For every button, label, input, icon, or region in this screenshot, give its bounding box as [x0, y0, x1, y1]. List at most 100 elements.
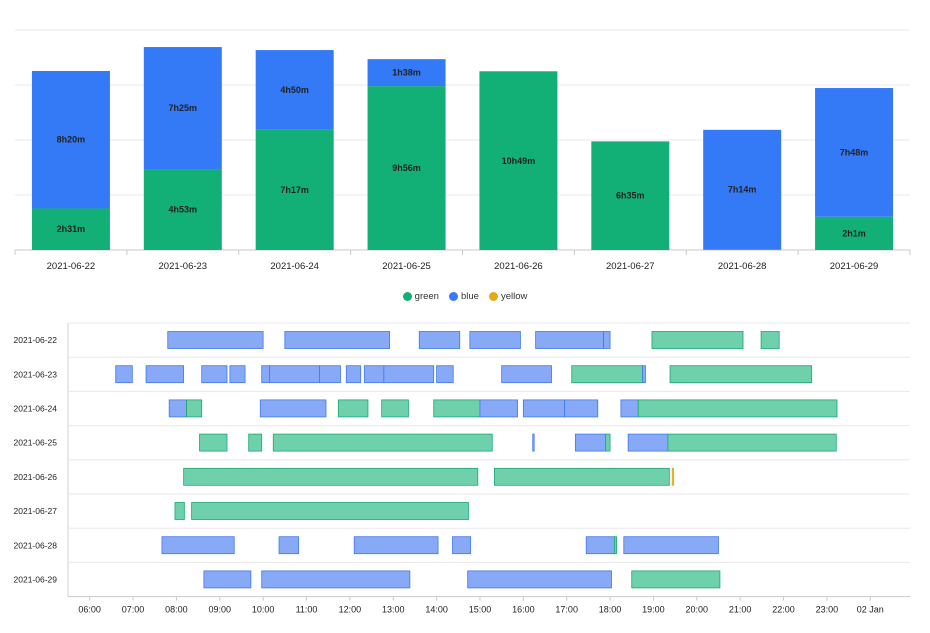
timeline-segment-green[interactable] — [667, 433, 837, 452]
x-tick-label: 08:00 — [165, 605, 188, 615]
row-label: 2021-06-27 — [14, 506, 58, 516]
timeline-segment-green[interactable] — [186, 399, 203, 418]
timeline-segment-yellow[interactable] — [671, 467, 675, 486]
timeline-segment-blue[interactable] — [642, 365, 646, 384]
bar-blue[interactable] — [143, 47, 222, 170]
bar-green[interactable] — [255, 129, 334, 250]
timeline-segment-blue[interactable] — [168, 399, 187, 418]
row-label: 2021-06-23 — [14, 369, 58, 379]
timeline-segment-green[interactable] — [272, 433, 493, 452]
legend-label: green — [414, 290, 439, 302]
timeline-segment-blue[interactable] — [201, 365, 228, 384]
timeline-segment-blue[interactable] — [436, 365, 454, 384]
timeline-segment-blue[interactable] — [627, 433, 669, 452]
timeline-segment-blue[interactable] — [623, 536, 719, 555]
timeline-segment-blue[interactable] — [269, 365, 320, 384]
x-tick-label: 21:00 — [729, 605, 752, 615]
timeline-segment-blue[interactable] — [620, 399, 639, 418]
timeline-segment-blue[interactable] — [452, 536, 471, 555]
timeline-segment-blue[interactable] — [418, 331, 461, 349]
x-tick-label: 10:00 — [252, 605, 275, 615]
legend-swatch — [448, 291, 458, 301]
bar-blue[interactable] — [703, 129, 782, 250]
timeline-segment-green[interactable] — [191, 502, 469, 520]
timeline-segment-blue[interactable] — [345, 365, 362, 384]
timeline-segment-blue[interactable] — [585, 536, 615, 555]
bar-data-label: 9h56m — [392, 163, 421, 173]
x-tick-label: 20:00 — [686, 605, 709, 615]
timeline-segment-blue[interactable] — [167, 331, 264, 349]
bar-blue[interactable] — [367, 59, 446, 87]
bar-green[interactable] — [703, 249, 782, 250]
timeline-segment-blue[interactable] — [145, 365, 185, 384]
bar-green[interactable] — [815, 216, 894, 250]
timeline-segment-green[interactable] — [174, 502, 185, 520]
x-tick-label: 23:00 — [816, 605, 839, 615]
timeline-segment-green[interactable] — [433, 399, 481, 418]
bar-data-label: 2h1m — [842, 228, 866, 238]
bar-green[interactable] — [479, 71, 558, 251]
bar-data-label: 7h17m — [280, 185, 309, 195]
bar-blue[interactable] — [255, 50, 334, 130]
timeline-segment-green[interactable] — [631, 570, 721, 589]
row-label: 2021-06-22 — [14, 335, 58, 345]
timeline-segment-blue[interactable] — [115, 365, 133, 384]
timeline-segment-blue[interactable] — [574, 433, 607, 452]
legend-item-yellow[interactable]: yellow — [488, 291, 527, 302]
timeline-segment-blue[interactable] — [203, 570, 252, 589]
timeline-segment-blue[interactable] — [469, 331, 521, 349]
timeline-segment-blue[interactable] — [535, 331, 604, 349]
timeline-segment-green[interactable] — [669, 365, 813, 384]
x-tick-label: 07:00 — [122, 605, 145, 615]
timeline-segment-blue[interactable] — [564, 399, 599, 418]
timeline-segment-green[interactable] — [760, 331, 780, 349]
legend-label: blue — [460, 290, 479, 302]
legend-swatch — [402, 291, 412, 301]
x-tick-label: 2021-06-22 — [47, 261, 96, 272]
timeline-segment-blue[interactable] — [603, 331, 611, 349]
x-tick-label: 2021-06-25 — [382, 261, 431, 272]
timeline-segment-green[interactable] — [494, 467, 670, 486]
bar-yellow[interactable] — [479, 70, 558, 72]
timeline-segment-blue[interactable] — [383, 365, 435, 384]
timeline-segment-green[interactable] — [637, 399, 838, 418]
timeline-segment-green[interactable] — [605, 433, 611, 452]
bar-data-label: 1h38m — [392, 68, 421, 78]
timeline-segment-green[interactable] — [651, 331, 744, 349]
timeline-segment-green[interactable] — [248, 433, 263, 452]
bar-blue[interactable] — [31, 70, 110, 209]
timeline-segment-blue[interactable] — [479, 399, 518, 418]
bar-blue[interactable] — [815, 88, 894, 217]
timeline-segment-blue[interactable] — [532, 433, 535, 452]
timeline-segment-blue[interactable] — [284, 331, 391, 349]
bar-green[interactable] — [367, 86, 446, 250]
timeline-segment-green[interactable] — [613, 536, 617, 555]
timeline-segment-blue[interactable] — [363, 365, 385, 384]
bar-green[interactable] — [31, 208, 110, 250]
timeline-segment-green[interactable] — [381, 399, 409, 418]
timeline-segment-green[interactable] — [183, 467, 479, 486]
bar-green[interactable] — [143, 169, 222, 250]
row-label: 2021-06-26 — [14, 472, 58, 482]
legend-item-green[interactable]: green — [402, 290, 439, 302]
timeline-segment-blue[interactable] — [467, 570, 612, 589]
timeline-segment-blue[interactable] — [278, 536, 299, 555]
timeline-segment-blue[interactable] — [161, 536, 235, 555]
timeline-segment-blue[interactable] — [261, 365, 271, 384]
timeline-segment-blue[interactable] — [522, 399, 565, 418]
timeline-segment-blue[interactable] — [259, 399, 327, 418]
x-tick-label: 18:00 — [599, 605, 622, 615]
timeline-segment-blue[interactable] — [353, 536, 439, 555]
legend-item-blue[interactable]: blue — [448, 290, 479, 302]
timeline-segment-green[interactable] — [571, 365, 643, 384]
timeline-segment-green[interactable] — [337, 399, 369, 418]
timeline-segment-blue[interactable] — [229, 365, 246, 384]
bar-data-label: 8h20m — [57, 135, 86, 145]
bar-data-label: 4h50m — [280, 85, 309, 95]
x-tick-label: 09:00 — [209, 605, 232, 615]
bar-green[interactable] — [591, 141, 670, 250]
timeline-segment-blue[interactable] — [261, 570, 411, 589]
timeline-segment-blue[interactable] — [501, 365, 552, 384]
timeline-segment-green[interactable] — [199, 433, 228, 452]
timeline-segment-blue[interactable] — [319, 365, 341, 384]
